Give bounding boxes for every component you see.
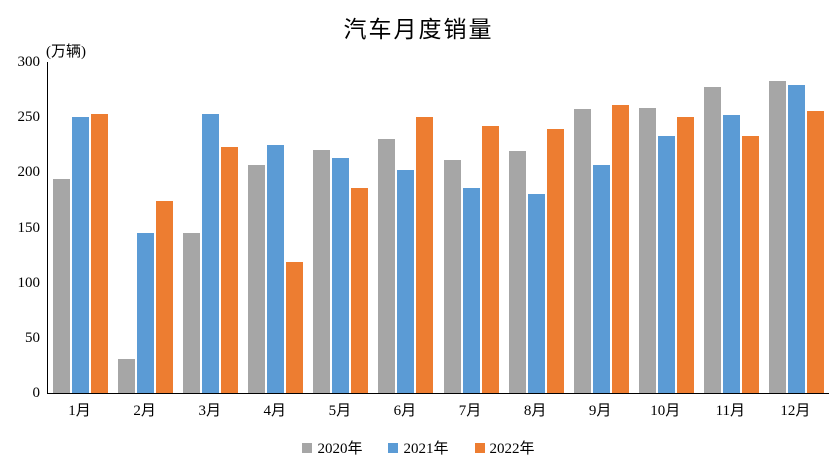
bar-group: [764, 62, 829, 393]
y-axis-unit-label: (万辆): [46, 44, 86, 60]
legend-swatch-icon: [302, 442, 313, 453]
legend-swatch-icon: [388, 442, 399, 453]
legend-label: 2022年: [489, 441, 535, 457]
bar-2021年-7月: [462, 187, 480, 393]
x-tick-label: 1月: [68, 403, 91, 419]
bar-group: [569, 62, 634, 393]
bar-group: [113, 62, 178, 393]
legend-label: 2021年: [403, 441, 449, 457]
bar-group: [504, 62, 569, 393]
bar-2022年-6月: [416, 117, 434, 393]
bar-2020年-2月: [118, 358, 136, 393]
bar-2022年-9月: [611, 105, 629, 393]
bar-2021年-12月: [787, 85, 805, 393]
x-tick-label: 9月: [588, 403, 612, 419]
y-tick-label: 50: [25, 329, 40, 346]
legend-item-2020年: 2020年: [302, 437, 362, 458]
bar-2021年-6月: [397, 170, 415, 393]
y-tick-label: 200: [17, 164, 41, 181]
y-tick-label: 0: [32, 385, 41, 401]
x-tick-label: 11月: [715, 403, 746, 419]
bar-2021年-8月: [527, 194, 545, 393]
bar-2021年-9月: [592, 164, 610, 393]
bar-2022年-10月: [676, 117, 694, 393]
legend-label: 2020年: [317, 441, 363, 457]
bar-2020年-8月: [508, 151, 526, 393]
bar-2020年-4月: [248, 164, 266, 393]
x-tick-label: 3月: [198, 403, 221, 419]
x-axis-tick-labels: 1月 2月 3月 4月 5月 6月 7月 8月 9月 10月 11月 12月: [47, 399, 828, 420]
bar-2021年-11月: [722, 114, 740, 393]
plot-area: [47, 62, 829, 394]
bar-2022年-4月: [286, 261, 304, 393]
x-tick-label: 7月: [458, 403, 482, 419]
bar-2020年-7月: [443, 160, 461, 393]
bar-2020年-1月: [53, 178, 71, 393]
bar-2022年-7月: [481, 126, 499, 393]
y-tick-label: 300: [17, 54, 41, 70]
bar-2021年-2月: [137, 233, 155, 393]
bar-2021年-3月: [202, 113, 220, 393]
bar-2022年-3月: [221, 146, 239, 393]
y-tick-label: 250: [17, 109, 41, 126]
bar-2020年-3月: [183, 233, 201, 393]
bar-group: [48, 62, 113, 393]
y-tick-label: 150: [17, 219, 41, 236]
bar-group: [634, 62, 699, 393]
chart-title: 汽车月度销量: [343, 17, 494, 42]
bar-2020年-6月: [378, 139, 396, 393]
x-tick-label: 5月: [328, 403, 352, 419]
bar-2020年-5月: [313, 150, 331, 393]
bar-group: [438, 62, 503, 393]
bar-2022年-1月: [91, 113, 109, 393]
bar-group: [243, 62, 308, 393]
legend: 2020年 2021年 2022年: [0, 437, 837, 458]
bar-group: [178, 62, 243, 393]
x-tick-label: 2月: [133, 403, 156, 419]
bar-2021年-5月: [332, 158, 350, 393]
y-tick-label: 100: [17, 274, 41, 291]
x-tick-label: 10月: [650, 403, 681, 419]
x-tick-label: 6月: [393, 403, 417, 419]
bar-2022年-12月: [806, 110, 824, 393]
bar-group: [373, 62, 438, 393]
bar-groups: [48, 62, 829, 393]
x-tick-label: 12月: [780, 403, 811, 419]
x-tick-label: 8月: [523, 403, 547, 419]
legend-swatch-icon: [474, 442, 485, 453]
bar-2020年-11月: [703, 87, 721, 393]
legend-item-2022年: 2022年: [474, 437, 535, 458]
bar-2020年-10月: [638, 108, 656, 393]
bar-2020年-12月: [768, 80, 786, 393]
bar-2022年-5月: [351, 187, 369, 393]
bar-2021年-10月: [657, 135, 675, 393]
bar-group: [699, 62, 764, 393]
bar-group: [308, 62, 373, 393]
bar-2021年-4月: [267, 144, 285, 393]
x-tick-label: 4月: [263, 403, 287, 419]
legend-item-2021年: 2021年: [388, 437, 449, 458]
bar-2022年-11月: [741, 135, 759, 393]
bar-2022年-2月: [156, 201, 174, 393]
bar-2022年-8月: [546, 129, 564, 393]
bar-2021年-1月: [72, 117, 90, 393]
bar-2020年-9月: [573, 109, 591, 393]
